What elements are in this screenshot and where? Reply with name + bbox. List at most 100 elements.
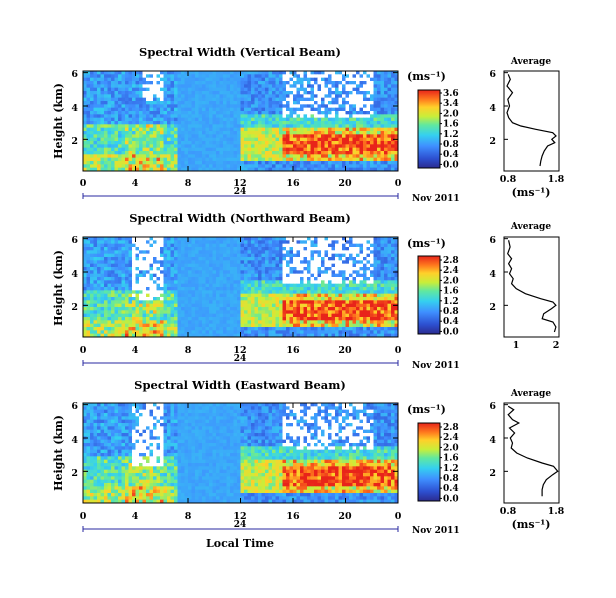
heatmap-cell [237, 260, 241, 265]
heatmap-cell [293, 310, 297, 315]
heatmap-cell [268, 124, 273, 129]
heatmap-cell [184, 94, 189, 99]
heatmap-cell [107, 81, 112, 85]
heatmap-cell [156, 310, 161, 315]
heatmap-cell [174, 144, 178, 149]
heatmap-cell [104, 121, 108, 125]
heatmap-cell [132, 131, 136, 135]
heatmap-cell [223, 81, 227, 85]
heatmap-cell [153, 74, 157, 79]
heatmap-cell [380, 87, 385, 92]
heatmap-cell [335, 91, 339, 95]
heatmap-cell [240, 147, 245, 152]
heatmap-cell [230, 287, 234, 291]
heatmap-cell [391, 164, 395, 169]
heatmap-cell [149, 250, 154, 255]
heatmap-cell [149, 303, 154, 308]
heatmap-cell [93, 94, 98, 99]
heatmap-cell [219, 74, 224, 79]
heatmap-cell [268, 293, 273, 298]
heatmap-cell [282, 124, 287, 129]
heatmap-cell [205, 257, 210, 261]
heatmap-cell [163, 87, 168, 92]
heatmap-cell [230, 297, 234, 301]
heatmap-cell [128, 280, 133, 285]
heatmap-cell [198, 147, 203, 152]
heatmap-cell [282, 313, 287, 318]
heatmap-cell [216, 111, 220, 115]
heatmap-cell [391, 127, 395, 132]
heatmap-cell [114, 277, 119, 281]
heatmap-cell [244, 114, 248, 119]
heatmap-cell [170, 121, 175, 125]
heatmap-cell [293, 307, 297, 311]
heatmap-cell [307, 104, 311, 109]
heatmap-cell [188, 243, 192, 248]
heatmap-cell [387, 74, 392, 79]
heatmap-cell [268, 280, 273, 285]
heatmap-cell [394, 114, 399, 119]
heatmap-cell [314, 237, 318, 241]
heatmap-cell [352, 114, 357, 119]
heatmap-cell [300, 313, 304, 318]
heatmap-cell [373, 101, 378, 105]
heatmap-cell [356, 121, 360, 125]
heatmap-cell [223, 117, 227, 122]
heatmap-cell [317, 144, 322, 149]
heatmap-cell [272, 260, 276, 265]
heatmap-cell [174, 127, 178, 132]
heatmap-cell [303, 253, 308, 258]
heatmap-cell [107, 167, 112, 172]
heatmap-cell [289, 131, 294, 135]
heatmap-cell [380, 157, 385, 162]
heatmap-cell [254, 297, 259, 301]
heatmap-cell [282, 134, 287, 139]
heatmap-cell [328, 151, 332, 155]
heatmap-cell [83, 87, 87, 92]
heatmap-cell [359, 300, 364, 305]
heatmap-cell [86, 263, 91, 268]
heatmap-cell [93, 247, 98, 251]
heatmap-cell [97, 253, 101, 258]
heatmap-cell [289, 137, 294, 142]
heatmap-cell [310, 91, 315, 95]
heatmap-cell [107, 270, 112, 275]
heatmap-cell [205, 124, 210, 129]
heatmap-cell [163, 161, 168, 165]
heatmap-cell [132, 240, 136, 245]
heatmap-cell [111, 157, 115, 162]
heatmap-cell [184, 300, 189, 305]
heatmap-cell [275, 317, 280, 321]
heatmap-cell [356, 141, 360, 145]
heatmap-cell [83, 94, 87, 99]
heatmap-cell [219, 300, 224, 305]
heatmap-cell [111, 270, 115, 275]
heatmap-cell [300, 154, 304, 159]
heatmap-cell [275, 104, 280, 109]
heatmap-cell [195, 293, 199, 298]
heatmap-cell [314, 280, 318, 285]
heatmap-cell [114, 141, 119, 145]
heatmap-cell [188, 260, 192, 265]
heatmap-cell [289, 303, 294, 308]
heatmap-cell [230, 94, 234, 99]
heatmap-cell [356, 104, 360, 109]
heatmap-cell [254, 277, 259, 281]
heatmap-cell [244, 121, 248, 125]
heatmap-cell [240, 253, 245, 258]
heatmap-cell [338, 273, 343, 278]
heatmap-cell [223, 77, 227, 82]
heatmap-cell [307, 117, 311, 122]
heatmap-cell [142, 290, 147, 295]
heatmap-cell [265, 263, 269, 268]
heatmap-cell [293, 283, 297, 288]
heatmap-cell [359, 147, 364, 152]
heatmap-cell [324, 77, 329, 82]
heatmap-cell [265, 280, 269, 285]
heatmap-cell [174, 240, 178, 245]
heatmap-cell [170, 74, 175, 79]
heatmap-cell [202, 273, 206, 278]
heatmap-cell [391, 157, 395, 162]
heatmap-cell [139, 300, 143, 305]
heatmap-cell [247, 257, 252, 261]
